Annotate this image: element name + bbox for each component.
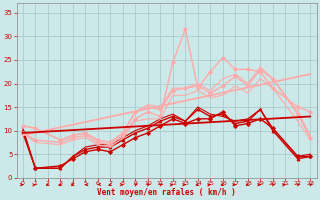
X-axis label: Vent moyen/en rafales ( km/h ): Vent moyen/en rafales ( km/h ) xyxy=(97,188,236,197)
